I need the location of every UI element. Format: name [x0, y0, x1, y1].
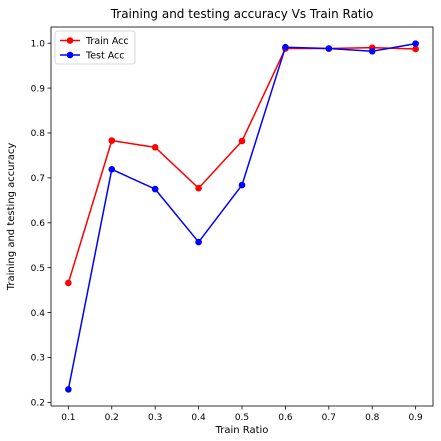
test-acc-point: [282, 43, 289, 51]
x-axis-ticks: 0.1 0.2 0.3 0.4 0.5 0.6 0.7 0.8 0.9: [61, 406, 423, 423]
train-acc-point: [65, 279, 72, 287]
legend-entry-label: Test Acc: [85, 50, 125, 61]
x-tick-label: 0.2: [105, 413, 119, 423]
test-acc-point: [368, 47, 376, 55]
y-tick-label: 0.5: [31, 264, 45, 274]
test-acc-point: [195, 238, 202, 246]
x-axis-label: Train Ratio: [215, 425, 269, 436]
y-tick-label: 0.3: [31, 354, 45, 364]
y-tick-label: 0.9: [31, 84, 46, 94]
y-tick-label: 0.8: [31, 129, 46, 139]
y-tick-label: 0.6: [31, 219, 46, 229]
x-tick-label: 0.5: [235, 413, 249, 423]
y-tick-label: 0.7: [31, 174, 45, 184]
train-acc-point: [108, 137, 116, 144]
x-tick-label: 0.4: [191, 413, 206, 423]
train-acc-point: [238, 137, 246, 145]
y-tick-label: 1.0: [31, 39, 46, 49]
train-acc-point: [412, 45, 419, 53]
legend-marker: [66, 37, 74, 44]
legend-marker: [66, 51, 74, 59]
test-acc-point: [65, 386, 72, 393]
x-tick-label: 0.8: [365, 413, 380, 423]
y-tick-label: 0.4: [31, 309, 46, 319]
series-layer: [65, 40, 419, 393]
x-tick-label: 0.9: [408, 413, 423, 423]
plot-area-frame: [50, 26, 434, 407]
y-tick-label: 0.2: [31, 399, 45, 409]
y-axis-ticks: 0.2 0.3 0.4 0.5 0.6 0.7 0.8 0.9 1.0: [31, 39, 51, 409]
x-tick-label: 0.6: [278, 413, 293, 423]
chart-title: Training and testing accuracy Vs Train R…: [110, 7, 374, 21]
test-acc-point: [151, 185, 159, 193]
legend: Train Acc Test Acc: [54, 30, 136, 65]
test-acc-point: [412, 40, 419, 47]
x-tick-label: 0.3: [148, 413, 162, 423]
y-axis-label: Training and testing accuracy: [6, 143, 17, 292]
train-acc-point: [195, 184, 202, 192]
x-tick-label: 0.1: [61, 413, 75, 423]
test-acc-point: [325, 45, 333, 52]
test-acc-point: [108, 166, 116, 173]
test-acc-point: [238, 181, 246, 189]
train-acc-point: [151, 144, 159, 151]
x-tick-label: 0.7: [322, 413, 336, 423]
legend-entry-label: Train Acc: [85, 36, 129, 47]
